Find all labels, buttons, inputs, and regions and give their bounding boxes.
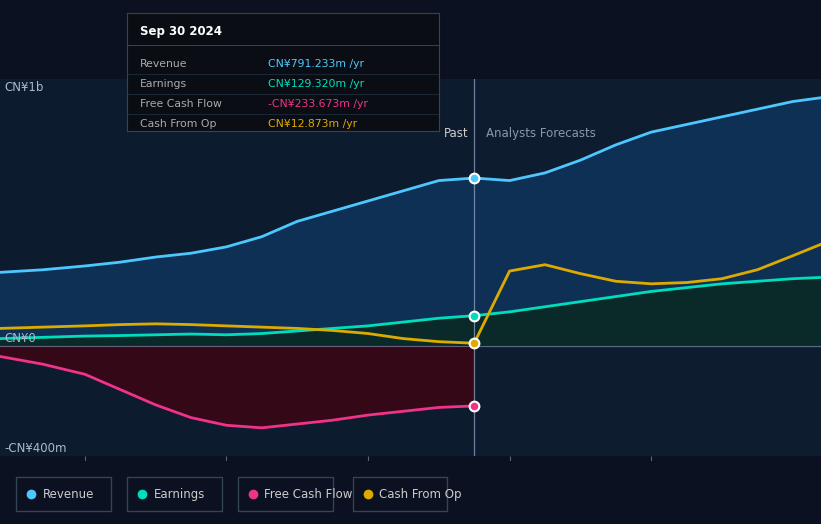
Text: CN¥12.873m /yr: CN¥12.873m /yr — [268, 119, 357, 129]
Text: Analysts Forecasts: Analysts Forecasts — [485, 127, 595, 140]
Text: -CN¥233.673m /yr: -CN¥233.673m /yr — [268, 99, 368, 109]
Text: CN¥1b: CN¥1b — [4, 81, 44, 94]
Bar — [475, 79, 821, 456]
Text: CN¥0: CN¥0 — [4, 332, 36, 345]
Text: Free Cash Flow: Free Cash Flow — [264, 488, 353, 500]
Text: Sep 30 2024: Sep 30 2024 — [140, 25, 222, 38]
Text: Cash From Op: Cash From Op — [379, 488, 461, 500]
Text: Revenue: Revenue — [43, 488, 94, 500]
Text: Earnings: Earnings — [154, 488, 205, 500]
Text: Earnings: Earnings — [140, 79, 187, 89]
Text: CN¥129.320m /yr: CN¥129.320m /yr — [268, 79, 364, 89]
Text: CN¥791.233m /yr: CN¥791.233m /yr — [268, 59, 364, 69]
Text: -CN¥400m: -CN¥400m — [4, 442, 67, 455]
Text: Revenue: Revenue — [140, 59, 187, 69]
Text: Past: Past — [444, 127, 469, 140]
Text: Cash From Op: Cash From Op — [140, 119, 216, 129]
Text: Free Cash Flow: Free Cash Flow — [140, 99, 222, 109]
